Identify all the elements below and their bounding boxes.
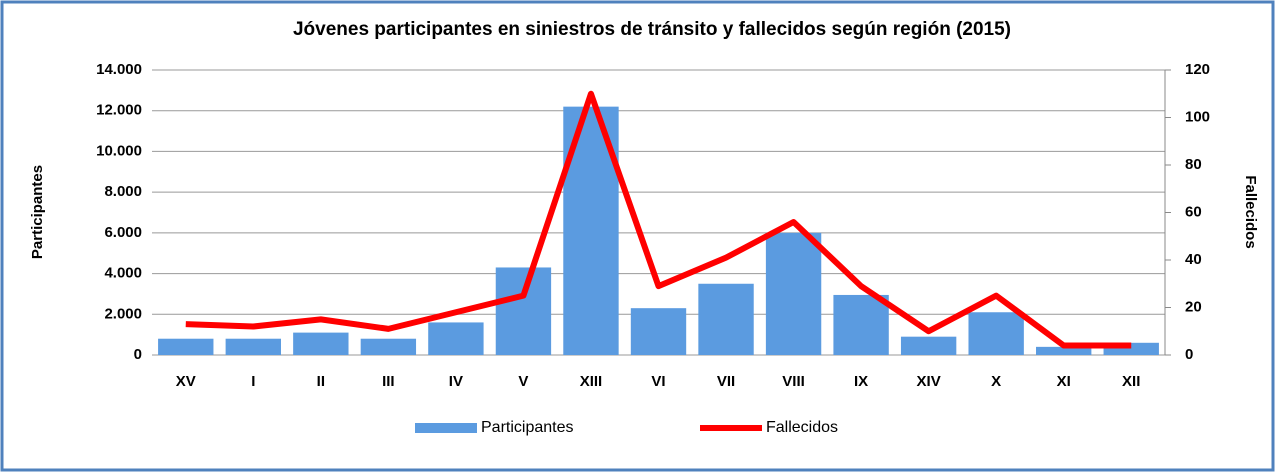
y-tick-label: 2.000	[104, 305, 142, 322]
bar	[225, 338, 281, 355]
bar	[293, 332, 349, 355]
y2-tick-label: 0	[1185, 346, 1193, 363]
y2-tick-label: 20	[1185, 298, 1202, 315]
legend-swatch	[415, 423, 477, 433]
bar	[630, 308, 687, 355]
y2-tick-label: 120	[1185, 61, 1210, 78]
x-tick-label: XV	[176, 373, 196, 390]
x-tick-label: I	[251, 373, 255, 390]
bar	[833, 294, 889, 355]
y2-tick-label: 60	[1185, 203, 1202, 220]
line	[185, 90, 1132, 349]
bar	[968, 312, 1024, 355]
x-tick-label: VIII	[782, 373, 805, 390]
bar	[765, 232, 822, 355]
bar	[1036, 346, 1092, 355]
x-tick-label: III	[382, 373, 395, 390]
legend-label: Fallecidos	[766, 419, 838, 436]
y-tick-label: 14.000	[96, 61, 142, 78]
y-tick-label: 10.000	[96, 142, 142, 159]
y-tick-label: 6.000	[104, 224, 142, 241]
y-tick-label: 4.000	[104, 265, 142, 282]
x-tick-label: XI	[1057, 373, 1071, 390]
chart-title: Jóvenes participantes en siniestros de t…	[293, 19, 1011, 40]
y-tick-label: 8.000	[104, 183, 142, 200]
y-tick-label: 0	[134, 346, 142, 363]
x-tick-label: II	[317, 373, 325, 390]
bar	[158, 338, 214, 355]
x-tick-label: VI	[651, 373, 665, 390]
bar	[698, 283, 754, 355]
bar	[900, 336, 957, 355]
x-tick-label: XIV	[917, 373, 941, 390]
x-tick-label: V	[518, 373, 528, 390]
x-tick-label: IV	[449, 373, 463, 390]
x-tick-label: IX	[854, 373, 868, 390]
x-tick-label: VII	[717, 373, 735, 390]
x-tick-label: X	[991, 373, 1001, 390]
bar	[360, 338, 417, 355]
y2-tick-label: 80	[1185, 156, 1202, 173]
bar	[495, 267, 552, 355]
y2-tick-label: 100	[1185, 108, 1210, 125]
y-axis-label: Participantes	[29, 165, 46, 259]
y2-tick-label: 40	[1185, 251, 1202, 268]
legend-label: Participantes	[481, 419, 574, 436]
y-tick-label: 12.000	[96, 102, 142, 119]
y2-axis-label: Fallecidos	[1242, 175, 1259, 248]
x-tick-label: XII	[1122, 373, 1140, 390]
bar	[428, 322, 484, 355]
x-tick-label: XIII	[580, 373, 603, 390]
